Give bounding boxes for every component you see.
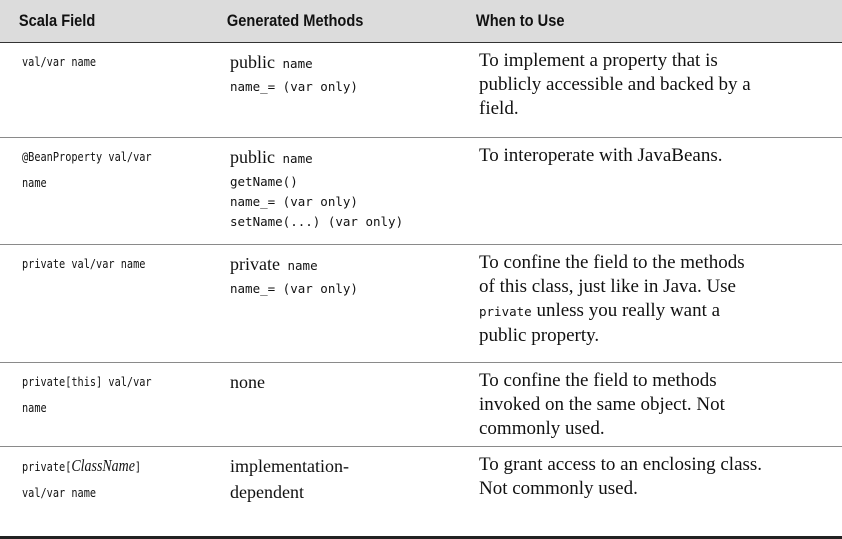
field-suffix: ] [134, 459, 142, 474]
method-name: name [275, 56, 313, 71]
method-name: name_= [230, 79, 276, 94]
header-generated-methods: Generated Methods [226, 11, 364, 30]
method-name: name_= [230, 281, 276, 296]
method-keyword: public [230, 52, 275, 72]
table-row: private val/var name private name name_=… [0, 245, 842, 363]
when-cell: To confine the field to methods invoked … [457, 363, 842, 446]
method-keyword: public [230, 147, 275, 167]
header-scala-field: Scala Field [18, 11, 96, 30]
table-row: private[this] val/var name none To confi… [0, 363, 842, 447]
method-name: name_= [230, 194, 276, 209]
desc-line: Not commonly used. [479, 478, 638, 499]
methods-cell: public name getName() name_= (var only) … [208, 138, 457, 244]
inline-code: private [479, 304, 532, 319]
field-text: name [22, 175, 47, 190]
method-name: getName() [230, 174, 298, 189]
method-note: (var only) [275, 281, 358, 296]
method-keyword: implementation- [230, 456, 349, 476]
desc-line: To confine the field to the methods [479, 252, 745, 273]
table-row: @BeanProperty val/var name public name g… [0, 138, 842, 245]
desc-line: field. [479, 98, 519, 119]
desc-line: of this class, just like in Java. Use [479, 276, 736, 297]
desc-line: To implement a property that is [479, 50, 718, 71]
desc-line: public property. [479, 325, 600, 346]
methods-cell: none [208, 363, 457, 446]
field-prefix: private[ [22, 459, 72, 474]
field-text: name [22, 400, 47, 415]
when-cell: To implement a property that is publicly… [457, 43, 842, 137]
table-row: val/var name public name name_= (var onl… [0, 43, 842, 138]
field-text: @BeanProperty val/var [22, 149, 152, 164]
desc-line: invoked on the same object. Not [479, 394, 725, 415]
field-cell: private val/var name [0, 245, 208, 362]
field-cell: private[ClassName] val/var name [0, 447, 208, 536]
method-name: name [279, 258, 318, 273]
desc-line: To confine the field to methods [479, 370, 717, 391]
desc-line: publicly accessible and backed by a [479, 74, 751, 95]
field-text: private val/var name [22, 256, 146, 271]
field-cell: @BeanProperty val/var name [0, 138, 208, 244]
desc-line: To interoperate with JavaBeans. [479, 145, 723, 166]
methods-cell: implementation- dependent [208, 447, 457, 536]
desc-text: unless you really want a [531, 300, 721, 321]
method-keyword: private [230, 254, 280, 274]
method-note: (var only) [275, 194, 358, 209]
field-text: val/var name [22, 485, 97, 500]
field-text: val/var name [22, 54, 97, 69]
desc-line: private unless you really want a [479, 299, 842, 324]
field-cell: private[this] val/var name [0, 363, 208, 446]
desc-line: To grant access to an enclosing class. [479, 454, 763, 475]
field-cell: val/var name [0, 43, 208, 137]
when-cell: To confine the field to the methods of t… [457, 245, 842, 362]
method-note: (var only) [320, 214, 404, 229]
when-cell: To grant access to an enclosing class. N… [457, 447, 842, 536]
desc-line: commonly used. [479, 418, 605, 439]
field-text: private[ClassName] [22, 453, 141, 480]
table-header: Scala Field Generated Methods When to Us… [0, 0, 842, 43]
field-text: private[this] val/var [22, 374, 152, 389]
method-name: setName(...) [230, 214, 321, 229]
method-name: name [275, 151, 313, 166]
table-row: private[ClassName] val/var name implemen… [0, 447, 842, 536]
methods-cell: public name name_= (var only) [208, 43, 457, 137]
header-when-to-use: When to Use [475, 11, 565, 30]
method-note: (var only) [275, 79, 358, 94]
field-italic: ClassName [71, 456, 135, 475]
methods-cell: private name name_= (var only) [208, 245, 457, 362]
method-keyword: dependent [230, 482, 304, 502]
when-cell: To interoperate with JavaBeans. [457, 138, 842, 244]
method-keyword: none [230, 372, 265, 392]
